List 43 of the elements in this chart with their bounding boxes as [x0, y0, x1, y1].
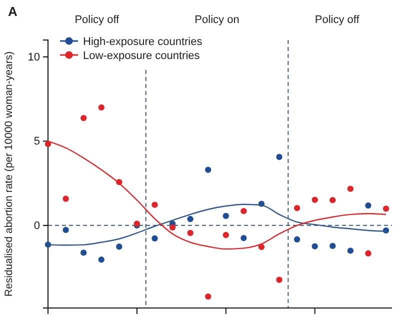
- point: [365, 250, 372, 256]
- point: [152, 202, 158, 208]
- legend-label: Low-exposure countries: [83, 50, 200, 62]
- text: Policy off: [314, 14, 360, 26]
- text: A: [8, 4, 18, 19]
- point: [62, 196, 69, 202]
- y-tick-label: 10: [28, 51, 40, 64]
- point: [330, 242, 336, 250]
- y-tick-label: 5: [34, 136, 40, 148]
- point: [80, 250, 87, 256]
- point: [187, 216, 194, 222]
- y-axis-title: Residualised abortion rate (per 10000 woman-years): [3, 51, 15, 297]
- y-tick-label: 0: [34, 220, 40, 232]
- point: [365, 202, 372, 209]
- point: [62, 226, 69, 234]
- point: [98, 256, 104, 263]
- point: [294, 204, 300, 212]
- point: [205, 293, 212, 300]
- point: [276, 276, 282, 283]
- point: [222, 232, 229, 238]
- point: [330, 197, 336, 204]
- legend-label: High-exposure countries: [83, 36, 203, 48]
- point: [312, 243, 318, 250]
- point: [116, 244, 122, 250]
- point: [240, 234, 247, 242]
- point: [276, 154, 282, 160]
- point: [169, 224, 176, 231]
- point: [312, 196, 318, 203]
- point: [44, 140, 52, 148]
- point: [222, 212, 229, 220]
- point: [294, 236, 300, 242]
- point: [382, 206, 390, 212]
- point: [240, 208, 247, 214]
- point: [98, 104, 104, 111]
- point: [152, 235, 158, 242]
- point: [347, 186, 354, 192]
- point: [258, 244, 265, 250]
- point: [80, 114, 87, 122]
- text: Policy off: [74, 14, 120, 26]
- text: Policy on: [194, 14, 240, 26]
- point: [205, 166, 212, 173]
- point: [187, 230, 194, 236]
- point: [347, 248, 354, 254]
